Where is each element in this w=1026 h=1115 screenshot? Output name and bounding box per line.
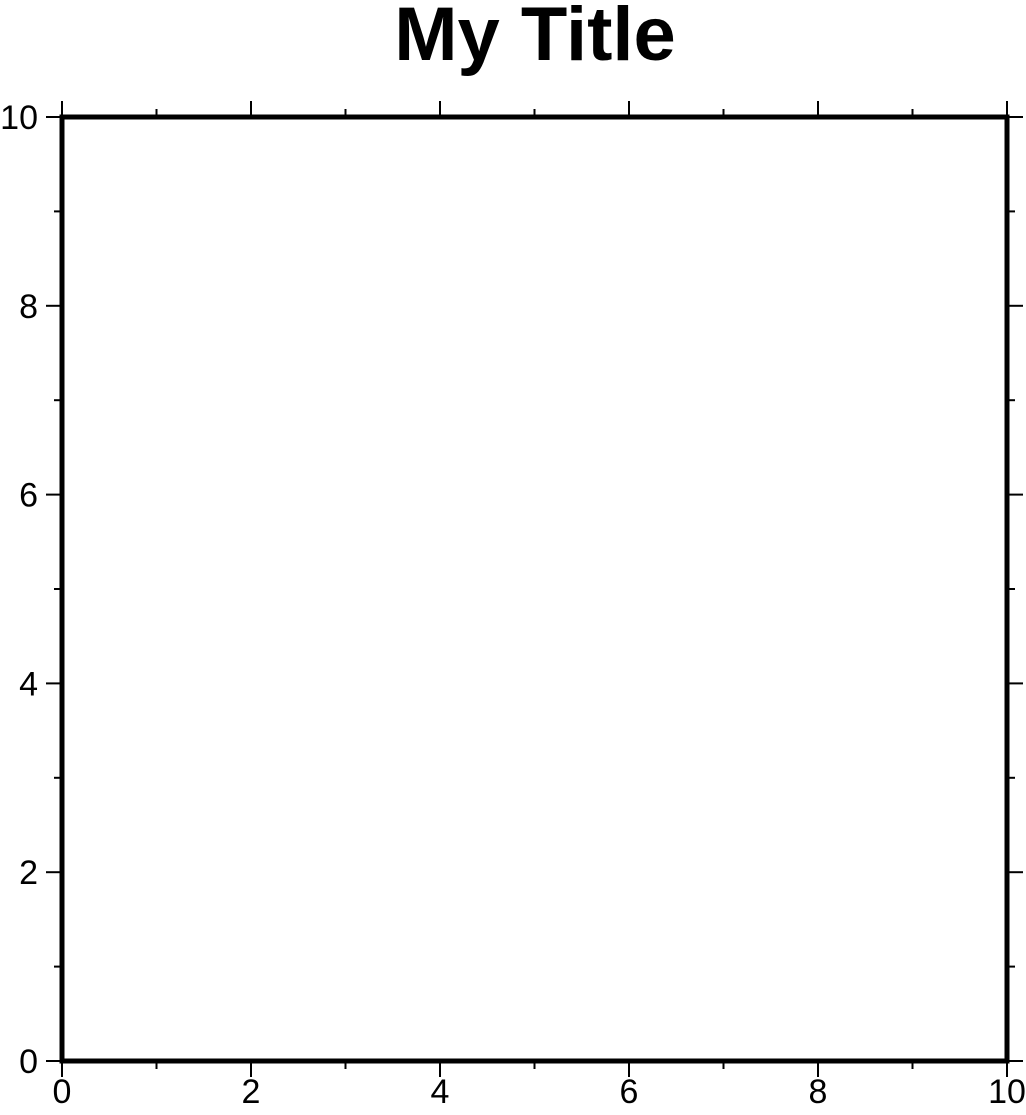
y-tick-label: 10 [0,99,38,137]
y-tick-label: 6 [19,477,38,515]
y-tick-label: 0 [19,1043,38,1081]
y-tick-label: 2 [19,854,38,892]
y-tick-label: 8 [19,288,38,326]
x-tick-label: 8 [809,1073,828,1111]
ticks-layer [46,101,1023,1077]
x-tick-label: 2 [242,1073,261,1111]
x-tick-label: 4 [431,1073,450,1111]
x-tick-label: 0 [53,1073,72,1111]
x-tick-label: 6 [620,1073,639,1111]
x-tick-label: 10 [988,1073,1026,1111]
plot-frame [59,114,1010,1064]
y-tick-label: 4 [19,665,38,703]
tick-labels-layer: 0 2 4 6 8 10 0 2 4 6 8 10 [0,99,1026,1111]
chart-title: My Title [394,0,676,77]
